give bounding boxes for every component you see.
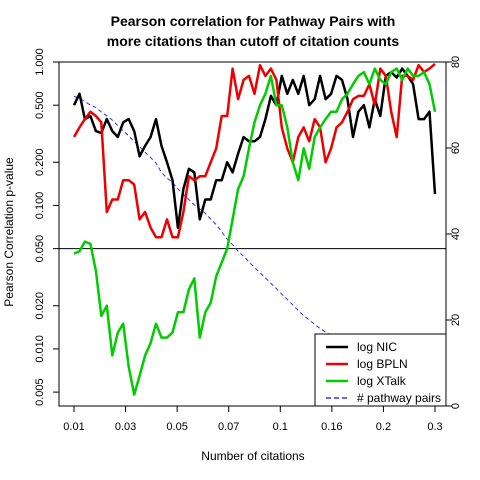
series-line-log-bpln — [72, 62, 436, 239]
series-line-log-xtalk — [73, 67, 437, 396]
legend-label-log-bpln: log BPLN — [357, 357, 408, 371]
x-tick-label: 0.3 — [427, 421, 442, 433]
y-tick-label: 1.000 — [34, 48, 46, 76]
y-tick-label: 0.005 — [34, 378, 46, 406]
series-layer — [72, 62, 437, 397]
y-axis-left: 1.000 0.500 0.200 0.100 0.050 0.020 0.010 0.005 — [34, 48, 60, 406]
x-tick-label: 0.2 — [376, 421, 391, 433]
y2-tick-label: 80 — [450, 56, 462, 68]
y-axis-label: Pearson Correlation p-value — [2, 157, 16, 307]
chart-title-line-1: Pearson correlation for Pathway Pairs wi… — [111, 13, 396, 29]
legend-label-log-nic: log NIC — [357, 340, 397, 354]
legend: log NIC log BPLN log XTalk # pathway pairs — [314, 333, 447, 407]
y2-tick-label: 60 — [450, 142, 462, 154]
x-axis-label: Number of citations — [201, 449, 304, 463]
x-tick-label: 0.03 — [115, 421, 136, 433]
y-axis-right: 0 20 40 60 80 — [445, 56, 462, 409]
x-axis: 0.01 0.03 0.05 0.07 0.1 0.16 0.2 0.3 — [63, 405, 443, 433]
y-tick-label: 0.200 — [34, 149, 46, 177]
x-tick-label: 0.16 — [321, 421, 342, 433]
y2-tick-label: 40 — [450, 228, 462, 240]
x-tick-label: 0.1 — [273, 421, 288, 433]
x-tick-label: 0.07 — [218, 421, 239, 433]
y-tick-label: 0.050 — [34, 235, 46, 263]
y-tick-label: 0.500 — [34, 91, 46, 119]
y2-tick-label: 20 — [450, 314, 462, 326]
x-tick-label: 0.01 — [63, 421, 84, 433]
y2-tick-label: 0 — [450, 403, 462, 409]
y-tick-label: 0.020 — [34, 292, 46, 320]
y-tick-label: 0.100 — [34, 192, 46, 220]
legend-label-log-xtalk: log XTalk — [357, 374, 407, 388]
legend-label-pathway-pairs: # pathway pairs — [357, 391, 441, 405]
y-tick-label: 0.010 — [34, 335, 46, 363]
chart-title-line-2: more citations than cutoff of citation c… — [107, 33, 400, 49]
x-tick-label: 0.05 — [166, 421, 187, 433]
